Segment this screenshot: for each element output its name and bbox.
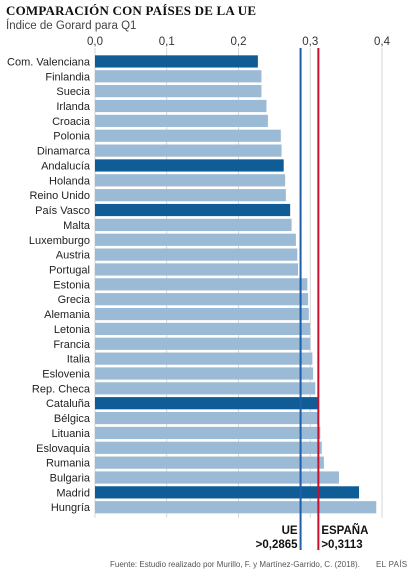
category-label: Malta [63, 220, 91, 232]
bar [95, 85, 262, 98]
category-label: Com. Valenciana [7, 56, 91, 68]
bar [95, 99, 267, 113]
bar [95, 411, 319, 425]
category-label: Grecia [58, 294, 91, 306]
bar [95, 55, 258, 68]
category-label: Suecia [56, 86, 91, 98]
category-label: Reino Unido [29, 190, 90, 202]
bar [95, 322, 311, 336]
bar [95, 233, 296, 246]
category-label: Bélgica [54, 413, 91, 425]
bar [95, 203, 291, 217]
category-label: Eslovenia [42, 368, 91, 380]
bar [95, 159, 284, 172]
bar [95, 486, 360, 499]
bar [95, 263, 299, 276]
reference-label: UE [282, 525, 298, 537]
category-label: Alemania [44, 309, 91, 321]
x-tick-label: 0,0 [87, 36, 103, 48]
bar [95, 426, 321, 440]
bar [95, 441, 322, 454]
category-label: Irlanda [56, 101, 91, 113]
category-label: Cataluña [46, 398, 91, 410]
bar [95, 456, 324, 469]
reference-value: >0,3113 [321, 539, 362, 551]
category-label: Letonia [54, 324, 91, 336]
chart-subtitle: Índice de Gorard para Q1 [6, 20, 137, 32]
bar [95, 382, 316, 395]
source-note: Fuente: Estudio realizado por Murillo, F… [110, 560, 360, 569]
bar [95, 189, 286, 202]
brand-label: EL PAÍS [376, 560, 408, 569]
reference-lines: UE >0,2865 ESPAÑA >0,3113 [256, 48, 368, 551]
bar [95, 397, 319, 410]
x-tick-label: 0,4 [374, 36, 391, 48]
bar [95, 70, 262, 83]
reference-value: >0,2865 [256, 539, 298, 551]
bar [95, 174, 286, 187]
category-label: Rep. Checa [32, 383, 91, 395]
x-tick-label: 0,1 [159, 36, 175, 48]
x-tick-label: 0,3 [302, 36, 318, 48]
category-label: Madrid [56, 487, 90, 499]
bar [95, 367, 314, 380]
bar [95, 471, 339, 484]
category-label: Estonia [53, 279, 91, 291]
reference-label: ESPAÑA [321, 524, 368, 537]
x-tick-label: 0,2 [231, 36, 247, 48]
bar [95, 293, 309, 306]
category-label: Lituania [51, 428, 90, 440]
bar [95, 501, 377, 514]
category-label: Italia [67, 354, 91, 366]
bar [95, 129, 281, 142]
bar [95, 144, 282, 157]
category-label: Portugal [49, 264, 90, 276]
category-label: Bulgaria [50, 473, 91, 485]
category-label: Francia [53, 339, 91, 351]
bar [95, 352, 313, 365]
category-label: Eslovaquia [36, 443, 91, 455]
x-axis-ticks: 0,0 0,1 0,2 0,3 0,4 [87, 36, 391, 48]
category-label: Polonia [53, 131, 91, 143]
category-label: Rumania [46, 458, 91, 470]
category-label: Austria [56, 250, 91, 262]
category-label: Luxemburgo [29, 235, 90, 247]
bar [95, 218, 292, 231]
category-label: Andalucía [41, 160, 91, 172]
category-labels: Com. Valenciana Finlandia Suecia Irlanda Cro… [7, 56, 91, 514]
bar [95, 307, 309, 321]
bars [95, 55, 377, 514]
bar [95, 114, 268, 127]
category-label: Holanda [49, 175, 91, 187]
category-label: Hungría [51, 502, 91, 514]
bar [95, 337, 311, 350]
category-label: Croacia [52, 116, 91, 128]
category-label: Dinamarca [37, 146, 91, 158]
chart-title: COMPARACIÓN CON PAÍSES DE LA UE [6, 3, 257, 18]
bar [95, 278, 308, 291]
bar [95, 248, 298, 261]
category-label: Finlandia [45, 71, 91, 83]
category-label: País Vasco [35, 205, 90, 217]
